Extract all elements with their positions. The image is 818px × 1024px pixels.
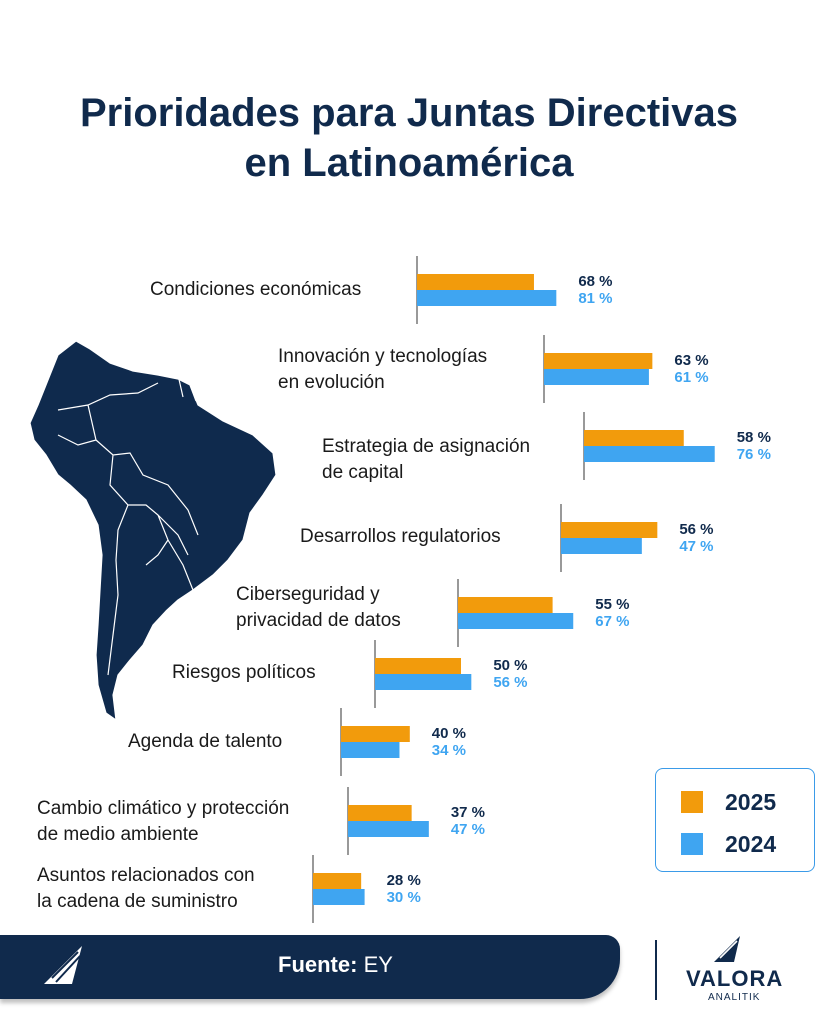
footer-divider bbox=[655, 940, 657, 1000]
chart-legend: 2025 2024 bbox=[655, 768, 815, 872]
bar-2025-4 bbox=[561, 522, 658, 538]
title-line-2: en Latinoamérica bbox=[244, 141, 574, 185]
legend-item-2025: 2025 bbox=[681, 787, 776, 817]
source-value: EY bbox=[357, 952, 393, 977]
category-label-3: Estrategia de asignación de capital bbox=[322, 436, 531, 483]
value-label-2024-6: 56 % bbox=[493, 674, 527, 691]
value-label-2024-2: 61 % bbox=[674, 369, 708, 386]
legend-label-2025: 2025 bbox=[725, 788, 777, 815]
bar-2025-1 bbox=[417, 274, 534, 290]
source-label: Fuente: bbox=[278, 952, 358, 977]
value-label-2024-1: 81 % bbox=[578, 290, 612, 307]
category-label-5: Ciberseguridad y privacidad de datos bbox=[236, 584, 401, 631]
value-label-2024-3: 76 % bbox=[737, 446, 771, 463]
bar-2025-5 bbox=[458, 597, 553, 613]
brand-subtitle: ANALITIK bbox=[708, 992, 761, 1003]
bar-2024-8 bbox=[348, 821, 429, 837]
bar-2024-3 bbox=[584, 446, 715, 462]
value-label-2025-2: 63 % bbox=[674, 352, 708, 369]
category-label-7: Agenda de talento bbox=[128, 731, 283, 752]
footer-band bbox=[0, 935, 620, 999]
bar-2025-8 bbox=[348, 805, 412, 821]
value-label-2025-4: 56 % bbox=[679, 521, 713, 538]
value-label-2024-5: 67 % bbox=[595, 613, 629, 630]
title-line-1: Prioridades para Juntas Directivas bbox=[79, 91, 739, 135]
legend-item-2024: 2024 bbox=[681, 829, 776, 859]
bar-2024-7 bbox=[341, 742, 400, 758]
category-label-6: Riesgos políticos bbox=[172, 662, 316, 683]
bar-2025-6 bbox=[375, 658, 461, 674]
bar-2025-7 bbox=[341, 726, 410, 742]
value-label-2025-5: 55 % bbox=[595, 596, 629, 613]
value-label-2025-6: 50 % bbox=[493, 657, 527, 674]
value-label-2025-1: 68 % bbox=[578, 273, 612, 290]
legend-swatch-2025 bbox=[681, 791, 703, 813]
value-label-2025-8: 37 % bbox=[451, 804, 485, 821]
bar-2025-9 bbox=[313, 873, 362, 889]
bar-2024-4 bbox=[561, 538, 642, 554]
south-america-map-icon bbox=[29, 340, 277, 721]
bar-2024-5 bbox=[458, 613, 574, 629]
value-label-2025-9: 28 % bbox=[387, 872, 421, 889]
brand-name: VALORA bbox=[686, 966, 784, 991]
value-label-2024-9: 30 % bbox=[387, 889, 421, 906]
page-title: Prioridades para Juntas Directivas en La… bbox=[0, 88, 818, 188]
valora-logo-icon bbox=[714, 936, 740, 962]
bar-2024-2 bbox=[544, 369, 649, 385]
bar-2024-9 bbox=[313, 889, 365, 905]
category-label-8: Cambio climático y protección de medio a… bbox=[37, 798, 290, 845]
value-label-2025-7: 40 % bbox=[432, 725, 466, 742]
value-label-2024-7: 34 % bbox=[432, 742, 466, 759]
category-label-1: Condiciones económicas bbox=[150, 279, 362, 300]
category-label-9: Asuntos relacionados con la cadena de su… bbox=[37, 865, 255, 912]
valora-emblem-icon bbox=[44, 946, 82, 984]
value-label-2024-4: 47 % bbox=[679, 538, 713, 555]
legend-label-2024: 2024 bbox=[725, 830, 777, 857]
bar-2024-6 bbox=[375, 674, 472, 690]
bar-2025-3 bbox=[584, 430, 684, 446]
bar-2025-2 bbox=[544, 353, 653, 369]
category-label-4: Desarrollos regulatorios bbox=[300, 526, 501, 547]
value-label-2024-8: 47 % bbox=[451, 821, 485, 838]
legend-swatch-2024 bbox=[681, 833, 703, 855]
bar-2024-1 bbox=[417, 290, 557, 306]
source-text: Fuente: EY bbox=[278, 952, 393, 978]
value-label-2025-3: 58 % bbox=[737, 429, 771, 446]
category-label-2: Innovación y tecnologías en evolución bbox=[278, 346, 488, 393]
